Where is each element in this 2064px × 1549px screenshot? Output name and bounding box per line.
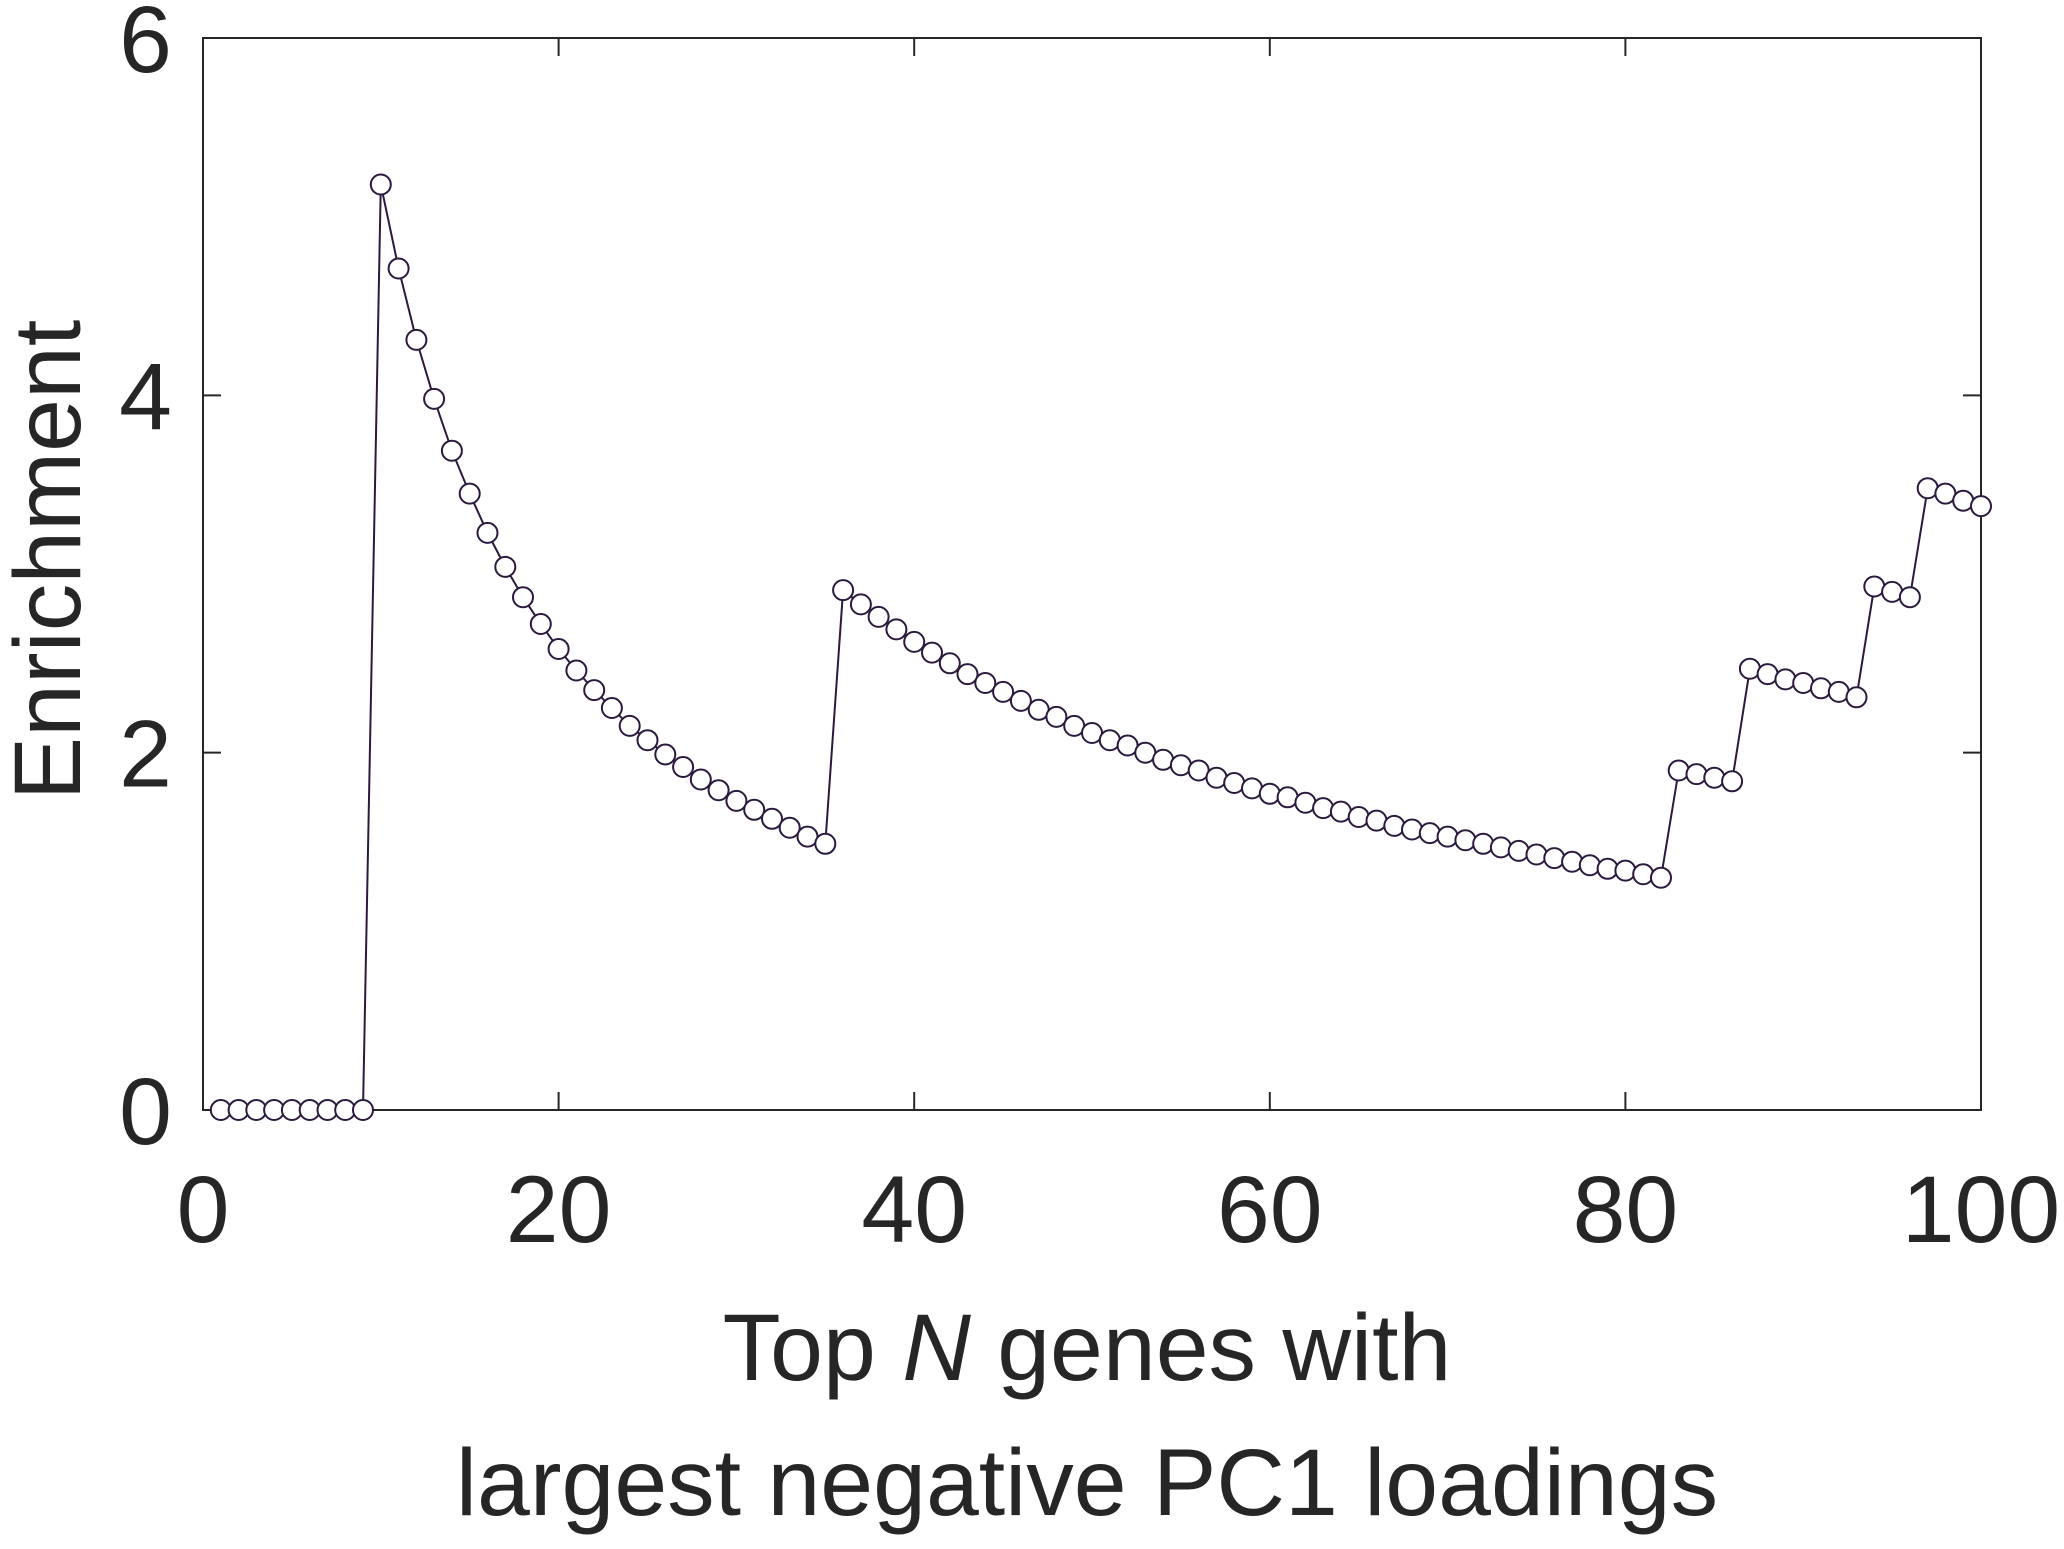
series-line — [220, 184, 1982, 1111]
data-point — [725, 789, 748, 812]
data-point — [1774, 668, 1797, 691]
x-tick-label: 40 — [861, 1157, 967, 1263]
data-point — [1258, 782, 1281, 805]
data-point — [387, 257, 410, 280]
data-point — [458, 482, 481, 505]
data-point — [1898, 586, 1921, 609]
data-point — [867, 605, 890, 628]
x-axis-label-part-1: Top — [723, 1295, 903, 1401]
data-point — [903, 630, 926, 653]
data-point — [1685, 763, 1708, 786]
data-point — [1489, 836, 1512, 859]
data-point — [1045, 705, 1068, 728]
data-point — [565, 659, 588, 682]
data-point — [1667, 759, 1690, 782]
data-point — [956, 663, 979, 686]
data-point — [1454, 829, 1477, 852]
data-point — [974, 672, 997, 694]
data-point — [476, 521, 499, 544]
data-point — [849, 593, 872, 616]
data-point — [583, 679, 606, 702]
data-point — [636, 729, 659, 752]
data-point — [832, 579, 855, 602]
x-tick-label: 0 — [177, 1157, 230, 1263]
data-point — [707, 779, 730, 802]
data-point — [547, 638, 570, 660]
data-point — [600, 697, 623, 719]
y-tick-label: 2 — [119, 702, 172, 808]
data-point — [761, 807, 783, 830]
data-point — [885, 618, 908, 641]
data-point — [1312, 797, 1335, 820]
data-point — [992, 680, 1015, 703]
data-point — [654, 743, 677, 766]
data-point — [1845, 686, 1868, 709]
data-point — [529, 613, 552, 635]
x-tick-label: 100 — [1902, 1157, 2061, 1263]
data-point — [1436, 825, 1459, 848]
data-point — [494, 555, 517, 578]
label-layer: Top N genes with largest negative PC1 lo… — [0, 320, 1718, 1536]
data-point — [938, 652, 961, 675]
data-point — [1418, 822, 1441, 845]
data-point — [1401, 818, 1423, 841]
x-axis-label-line-1: Top N genes with — [723, 1295, 1452, 1401]
data-point — [1970, 495, 1992, 518]
axes-layer: 0 20 40 60 80 100 0 2 4 6 — [119, 0, 2060, 1263]
marker-layer — [209, 173, 1992, 1121]
data-point — [352, 1099, 374, 1121]
y-tick-label: 6 — [119, 0, 172, 93]
data-point — [1525, 843, 1548, 866]
data-point — [1721, 770, 1744, 793]
data-point — [1650, 866, 1672, 889]
data-point — [743, 798, 766, 821]
data-point — [689, 768, 712, 791]
data-point — [672, 756, 695, 778]
data-point — [1383, 814, 1406, 837]
x-axis-label-variable: N — [902, 1295, 971, 1401]
data-point — [440, 439, 463, 462]
y-tick-label: 4 — [119, 344, 172, 450]
data-point — [1507, 839, 1530, 862]
data-point — [405, 328, 428, 351]
data-point — [1632, 863, 1655, 886]
data-point — [1578, 854, 1601, 877]
data-point — [1347, 806, 1370, 828]
plot-frame — [202, 37, 1982, 1111]
data-point — [369, 173, 392, 196]
data-point — [1614, 859, 1637, 882]
series-layer — [220, 184, 1982, 1111]
data-point — [1543, 847, 1566, 870]
data-point — [1472, 832, 1495, 855]
data-point — [423, 387, 446, 410]
data-point — [512, 586, 534, 609]
data-point — [778, 816, 801, 839]
x-axis-label-line-2: largest negative PC1 loadings — [456, 1430, 1718, 1536]
data-point — [921, 641, 943, 664]
data-point — [814, 832, 837, 855]
x-tick-label: 60 — [1217, 1157, 1323, 1263]
x-tick-label: 80 — [1573, 1157, 1679, 1263]
y-tick-label: 0 — [119, 1059, 172, 1165]
x-tick-label: 20 — [506, 1157, 612, 1263]
y-axis-label: Enrichment — [0, 320, 101, 800]
x-axis-label-part-2: genes with — [971, 1295, 1452, 1401]
data-point — [1561, 850, 1584, 873]
data-point — [1703, 766, 1726, 789]
data-point — [618, 714, 641, 737]
data-point — [1810, 677, 1832, 700]
data-point — [1009, 689, 1032, 712]
